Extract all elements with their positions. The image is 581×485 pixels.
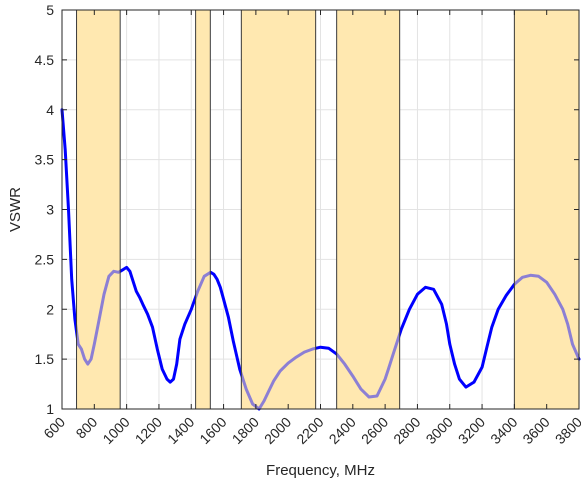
- band-overlay-4: [336, 9, 401, 410]
- y-axis-label: VSWR: [7, 187, 24, 232]
- x-tick-label: 3600: [519, 414, 552, 447]
- y-tick-label: 2: [46, 301, 54, 317]
- y-tick-label: 4.5: [35, 52, 55, 68]
- x-axis-label: Frequency, MHz: [266, 462, 375, 479]
- band-overlay-2: [195, 9, 211, 410]
- band-overlay-3: [240, 9, 317, 410]
- band-overlays: [76, 9, 580, 410]
- y-tick-label: 2.5: [35, 251, 55, 267]
- x-tick-labels: 600 8001000120014001600180020002200240026…: [40, 414, 581, 447]
- x-tick-label: 2000: [261, 414, 294, 447]
- x-tick-label: 3800: [552, 414, 581, 447]
- x-tick-label: 2600: [358, 414, 391, 447]
- y-tick-label: 3: [46, 202, 54, 218]
- x-tick-label: 1000: [99, 414, 132, 447]
- x-tick-label: 2400: [326, 414, 359, 447]
- band-overlay-1: [76, 9, 121, 410]
- x-tick-label: 3000: [423, 414, 456, 447]
- y-tick-label: 1: [46, 401, 54, 417]
- x-tick-label: 800: [73, 414, 101, 442]
- y-tick-label: 5: [46, 2, 54, 18]
- x-tick-label: 1600: [196, 414, 229, 447]
- x-tick-label: 2800: [390, 414, 423, 447]
- x-tick-label: 600: [40, 414, 68, 442]
- x-tick-label: 3400: [487, 414, 520, 447]
- y-tick-label: 3.5: [35, 152, 55, 168]
- y-tick-labels: 1 1.5 2 2.5 3 3.5 4 4.5 5: [35, 2, 55, 417]
- x-tick-label: 2200: [293, 414, 326, 447]
- x-tick-label: 1800: [229, 414, 262, 447]
- x-tick-label: 1200: [132, 414, 165, 447]
- x-tick-label: 3200: [455, 414, 488, 447]
- plot-frame: [61, 9, 580, 410]
- band-overlay-5: [513, 9, 580, 410]
- x-tick-label: 1400: [164, 414, 197, 447]
- y-tick-label: 4: [46, 102, 54, 118]
- y-tick-label: 1.5: [35, 351, 55, 367]
